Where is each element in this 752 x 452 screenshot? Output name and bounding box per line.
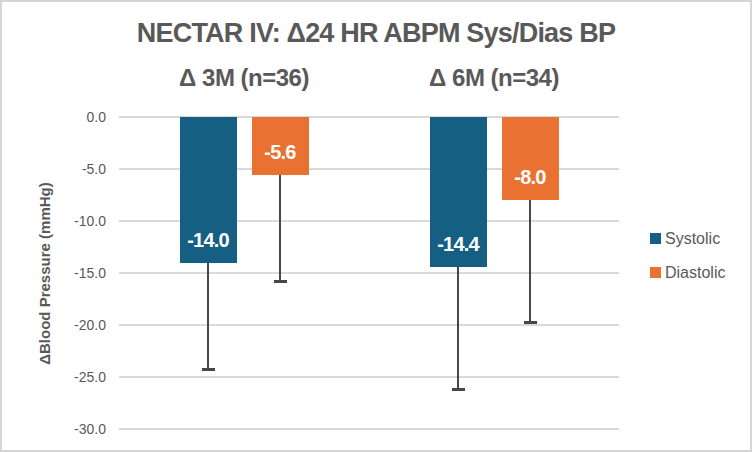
error-bar-line xyxy=(457,267,459,390)
data-label: -8.0 xyxy=(496,166,565,189)
chart-frame: NECTAR IV: Δ24 HR ABPM Sys/Dias BP Δ 3M … xyxy=(0,0,752,452)
error-bar-cap xyxy=(452,388,465,391)
y-axis-tick-label: -25.0 xyxy=(10,368,106,386)
gridline xyxy=(119,324,619,326)
legend-item-diastolic: Diastolic xyxy=(650,265,725,280)
gridline xyxy=(119,376,619,378)
y-axis-tick-label: -15.0 xyxy=(10,264,106,282)
gridline xyxy=(119,428,619,430)
y-axis-tick-label: 0.0 xyxy=(10,108,106,126)
bar-systolic-Δ 6M (n=34): -14.4 xyxy=(430,117,487,267)
legend-item-systolic: Systolic xyxy=(650,231,725,246)
data-label: -5.6 xyxy=(246,141,315,164)
error-bar-cap xyxy=(202,368,215,371)
y-axis-tick-label: -10.0 xyxy=(10,212,106,230)
y-axis-tick-label: -20.0 xyxy=(10,316,106,334)
legend: Systolic Diastolic xyxy=(650,231,725,299)
error-bar-line xyxy=(207,263,209,369)
category-label-6m: Δ 6M (n=34) xyxy=(384,64,604,92)
bar-diastolic-Δ 6M (n=34): -8.0 xyxy=(502,117,559,200)
chart-title: NECTAR IV: Δ24 HR ABPM Sys/Dias BP xyxy=(2,18,750,49)
bar-systolic-Δ 3M (n=36): -14.0 xyxy=(180,117,237,263)
category-label-3m: Δ 3M (n=36) xyxy=(134,64,354,92)
data-label: -14.0 xyxy=(174,229,243,252)
data-label: -14.4 xyxy=(424,233,493,256)
y-axis-tick-label: -5.0 xyxy=(10,160,106,178)
error-bar-cap xyxy=(524,321,537,324)
legend-label-diastolic: Diastolic xyxy=(665,264,725,282)
error-bar-line xyxy=(529,200,531,322)
plot-area: -14.0 -5.6 -14.4 -8.0 xyxy=(119,117,619,429)
diastolic-swatch-icon xyxy=(650,267,661,278)
error-bar-line xyxy=(279,175,281,281)
bar-diastolic-Δ 3M (n=36): -5.6 xyxy=(252,117,309,175)
error-bar-cap xyxy=(274,280,287,283)
y-axis-tick-label: -30.0 xyxy=(10,420,106,438)
gridline xyxy=(119,272,619,274)
systolic-swatch-icon xyxy=(650,233,661,244)
legend-label-systolic: Systolic xyxy=(665,230,720,248)
